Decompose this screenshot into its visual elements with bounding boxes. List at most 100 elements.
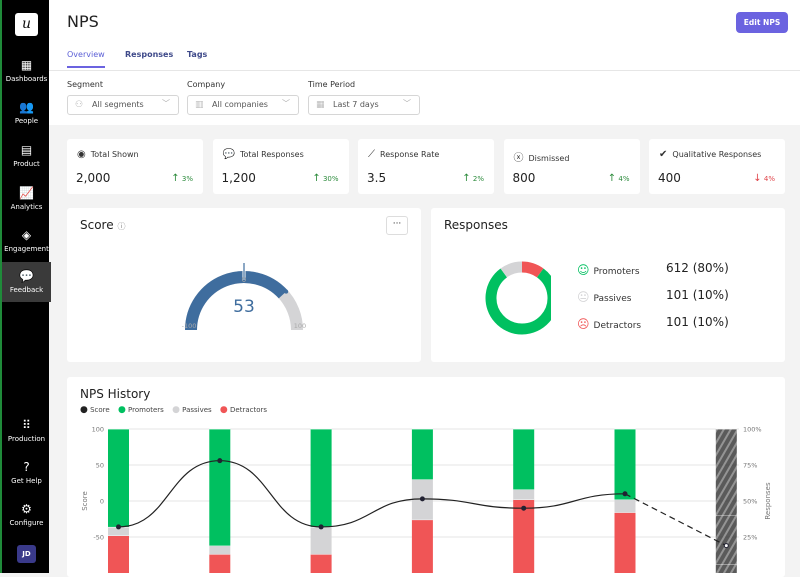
left-tick-label: 100 — [92, 426, 104, 434]
more-options-button[interactable]: ··· — [386, 216, 408, 235]
score-point — [723, 543, 729, 549]
eye-icon: ◉ — [77, 149, 86, 160]
response-count: 101 (10%) — [666, 315, 729, 329]
time-period-select[interactable]: ▦ Last 7 days ﹀ — [308, 95, 420, 115]
bar-passives — [614, 499, 636, 513]
bar-promoters — [310, 429, 332, 527]
bar-detractors — [715, 564, 737, 573]
legend-detractors: ● Detractors — [219, 405, 268, 415]
sidebar-item-analytics[interactable]: 📈 Analytics — [2, 186, 51, 211]
bar-promoters — [209, 429, 231, 546]
score-point — [419, 496, 425, 502]
score-point — [116, 524, 121, 530]
sidebar-item-product[interactable]: ▤ Product — [2, 143, 51, 168]
score-gauge: 0 53 -100 100 — [182, 263, 306, 331]
sidebar-item-configure[interactable]: ⚙ Configure — [2, 502, 51, 527]
stat-label: ◉ Total Shown — [77, 149, 139, 160]
sidebar: u ▦ Dashboards 👥 People ▤ Product 📈 Analytics ◈ E… — [0, 0, 51, 573]
time-period-label: Time Period — [308, 80, 356, 89]
smile-icon: ☺ — [577, 263, 590, 277]
score-point — [622, 491, 628, 497]
response-count: 612 (80%) — [666, 261, 729, 275]
tab-tags[interactable]: Tags — [187, 50, 208, 59]
bar-passives — [209, 545, 231, 555]
gauge-mid-label: 0 — [242, 276, 246, 284]
help-icon[interactable]: ⓘ — [117, 222, 126, 231]
segment-select[interactable]: ⚇ All segments ﹀ — [67, 95, 179, 115]
time-period-value: Last 7 days — [333, 100, 379, 109]
stat-value: 1,200 — [221, 171, 256, 185]
stat-label: ⓧ Dismissed — [513, 153, 570, 164]
sidebar-item-production[interactable]: ⠿ Production — [2, 418, 51, 443]
stat-change: ↑ 30% — [312, 173, 339, 184]
score-value: 53 — [233, 297, 255, 317]
engagement-icon: ◈ — [21, 228, 32, 242]
stat-label: ⟋ Response Rate — [368, 149, 440, 160]
bar-passives — [513, 489, 535, 500]
arrow-up-icon: ↑ — [171, 173, 180, 184]
frown-icon: ☹ — [577, 317, 590, 331]
analytics-icon: 📈 — [19, 186, 34, 200]
chart-legend: ● Score ● Promoters ● Passives ● Detract… — [80, 405, 273, 415]
left-tick-label: 0 — [100, 498, 104, 506]
bar-detractors — [108, 535, 129, 573]
right-tick-label: 100% — [743, 426, 762, 434]
sidebar-item-dashboards[interactable]: ▦ Dashboards — [2, 58, 51, 83]
avatar[interactable]: JD — [17, 545, 36, 563]
sidebar-item-engagement[interactable]: ◈ Engagement — [2, 228, 51, 253]
nps-history-panel: NPS History ● Score ● Promoters ● Passiv… — [67, 377, 785, 577]
arrow-up-icon: ↑ — [312, 173, 321, 184]
stat-card-qualitative-responses: ✔ Qualitative Responses 400 ↓ 4% — [649, 139, 785, 194]
responses-title: Responses — [444, 218, 508, 232]
page-title: NPS — [67, 12, 99, 31]
logo[interactable]: u — [15, 13, 38, 36]
score-title: Score ⓘ — [80, 218, 126, 232]
sidebar-item-label: Configure — [9, 519, 44, 527]
stat-value: 2,000 — [76, 171, 111, 185]
company-select[interactable]: ▥ All companies ﹀ — [187, 95, 299, 115]
chevron-down-icon: ﹀ — [403, 99, 411, 108]
stat-value: 800 — [512, 171, 536, 185]
legend-score: ● Score — [80, 405, 110, 415]
stat-value: 3.5 — [367, 171, 387, 185]
sidebar-item-label: Get Help — [11, 477, 42, 485]
sidebar-item-get-help[interactable]: ? Get Help — [2, 460, 51, 485]
bar-promoters — [614, 429, 636, 500]
stat-label: 💬 Total Responses — [222, 149, 304, 160]
bar-passives — [715, 515, 737, 565]
people-icon: 👥 — [19, 100, 34, 114]
bar-detractors — [411, 519, 433, 573]
donut-slice-promoters — [485, 268, 551, 335]
donut-slice-detractors — [521, 261, 544, 278]
gauge-min-label: -100 — [182, 322, 197, 330]
segment-value: All segments — [92, 100, 144, 109]
bar-detractors — [209, 554, 231, 573]
history-title: NPS History — [80, 387, 151, 401]
tab-responses[interactable]: Responses — [125, 50, 174, 59]
product-icon: ▤ — [20, 143, 33, 157]
edit-nps-button[interactable]: Edit NPS — [736, 12, 788, 33]
bar-detractors — [614, 512, 636, 573]
line-chart-icon: ⟋ — [368, 149, 375, 160]
stat-change: ↓ 4% — [753, 173, 775, 184]
company-value: All companies — [212, 100, 268, 109]
left-axis-title: Score — [81, 491, 89, 511]
sidebar-item-people[interactable]: 👥 People — [2, 100, 51, 125]
building-icon: ▥ — [195, 100, 204, 110]
arrow-up-icon: ↑ — [607, 173, 617, 184]
sidebar-item-feedback[interactable]: 💬 Feedback — [2, 262, 51, 302]
tab-overview[interactable]: Overview — [67, 50, 105, 68]
stat-value: 400 — [658, 171, 681, 185]
stat-card-total-shown: ◉ Total Shown 2,000 ↑ 3% — [67, 139, 203, 194]
speech-bubble-icon: 💬 — [222, 149, 235, 160]
sidebar-item-label: Dashboards — [5, 75, 48, 83]
score-panel: Score ⓘ ··· 0 53 -100 100 — [67, 208, 421, 362]
people-icon: ⚇ — [75, 100, 84, 110]
score-point — [318, 524, 324, 530]
nps-history-chart: 100 50 0 -50 100% 75% 50% 25% Score Responses — [81, 426, 772, 573]
stat-card-response-rate: ⟋ Response Rate 3.5 ↑ 2% — [358, 139, 494, 194]
stat-change: ↑ 4% — [607, 173, 630, 184]
score-point — [521, 505, 527, 511]
sidebar-item-label: Product — [13, 160, 40, 168]
bar-promoters — [715, 429, 737, 516]
